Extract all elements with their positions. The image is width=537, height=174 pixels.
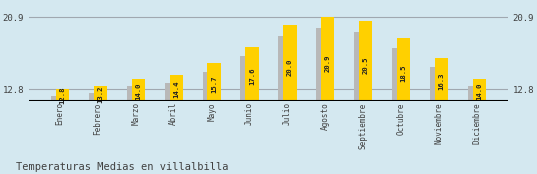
Bar (202, 72, 216, 101)
Bar (56, 89, 69, 101)
Bar (278, 36, 292, 101)
Text: 20.9: 20.9 (325, 54, 331, 72)
Bar (241, 56, 253, 101)
Bar (321, 17, 335, 101)
Bar (89, 93, 102, 101)
Bar (245, 46, 259, 101)
Text: 14.0: 14.0 (476, 82, 482, 100)
Bar (392, 48, 405, 101)
Bar (284, 25, 296, 101)
Bar (354, 32, 367, 101)
Text: 13.2: 13.2 (97, 85, 103, 103)
Bar (94, 86, 107, 101)
Text: 15.7: 15.7 (211, 75, 217, 93)
Bar (468, 86, 481, 101)
Bar (207, 64, 221, 101)
Text: Temperaturas Medias en villalbilla: Temperaturas Medias en villalbilla (16, 162, 229, 172)
Text: 20.5: 20.5 (362, 56, 369, 74)
Bar (435, 58, 448, 101)
Bar (316, 28, 330, 101)
Bar (397, 38, 410, 101)
Bar (170, 75, 183, 101)
Text: 14.0: 14.0 (135, 82, 141, 100)
Bar (430, 67, 443, 101)
Text: 12.8: 12.8 (60, 87, 66, 105)
Bar (165, 83, 178, 101)
Bar (132, 79, 145, 101)
Bar (473, 79, 486, 101)
Bar (359, 21, 372, 101)
Text: 14.4: 14.4 (173, 81, 179, 98)
Text: 17.6: 17.6 (249, 68, 255, 85)
Text: 20.0: 20.0 (287, 58, 293, 76)
Bar (51, 96, 64, 101)
Bar (127, 86, 140, 101)
Text: 16.3: 16.3 (439, 73, 445, 90)
Text: 18.5: 18.5 (401, 64, 407, 82)
